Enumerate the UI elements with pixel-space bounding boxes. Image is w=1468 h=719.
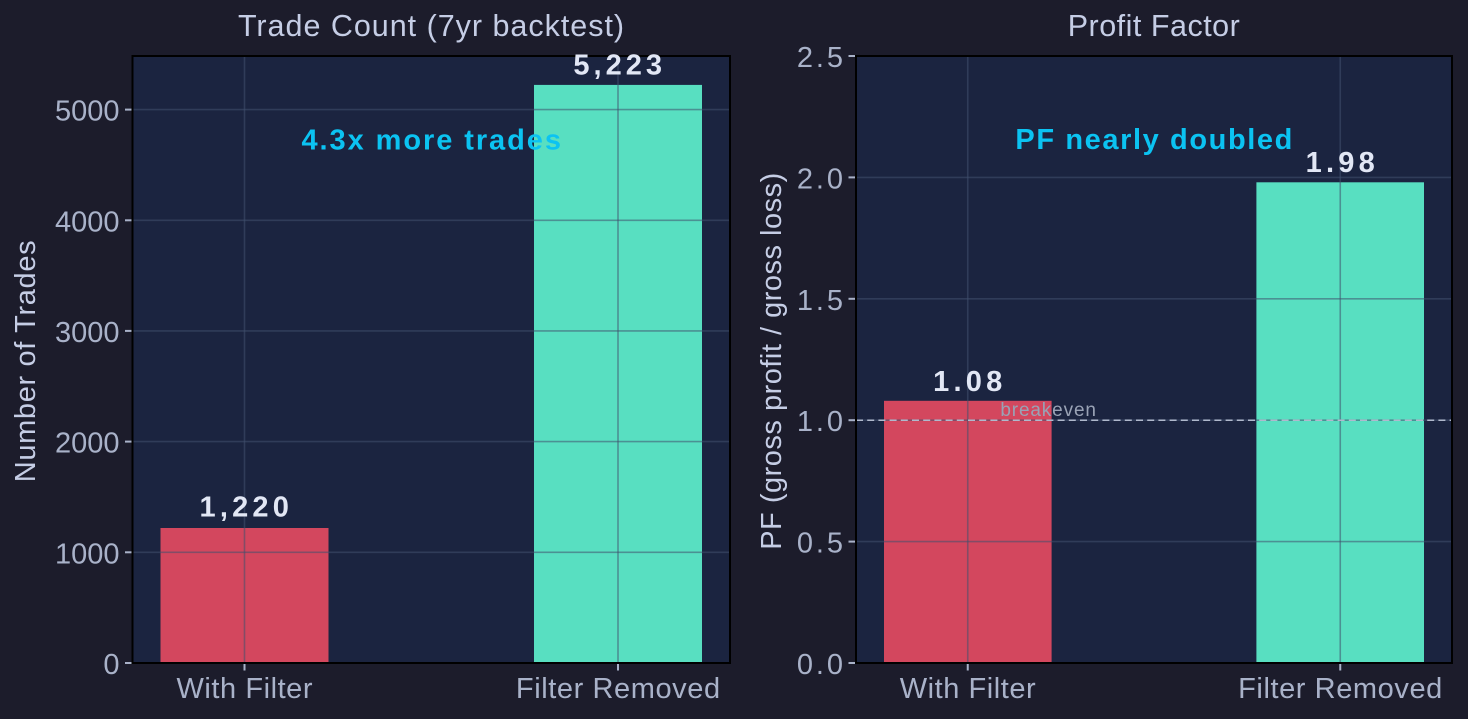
svg-text:PF nearly doubled: PF nearly doubled <box>1015 124 1294 156</box>
svg-text:0: 0 <box>103 649 119 681</box>
svg-text:5,223: 5,223 <box>573 50 666 82</box>
svg-text:1,220: 1,220 <box>200 492 294 524</box>
svg-text:4.3x more trades: 4.3x more trades <box>301 125 562 157</box>
svg-text:1000: 1000 <box>55 538 120 570</box>
svg-text:With Filter: With Filter <box>177 673 314 705</box>
svg-text:Number of Trades: Number of Trades <box>10 240 42 483</box>
svg-text:Filter Removed: Filter Removed <box>1238 673 1443 705</box>
svg-text:With Filter: With Filter <box>900 673 1037 705</box>
svg-text:Profit Factor: Profit Factor <box>1068 9 1241 43</box>
svg-text:breakeven: breakeven <box>1000 400 1096 421</box>
svg-text:5000: 5000 <box>55 96 120 128</box>
svg-text:0.0: 0.0 <box>797 649 846 681</box>
svg-text:1.08: 1.08 <box>933 366 1006 398</box>
svg-text:1.0: 1.0 <box>797 406 846 438</box>
svg-text:2.0: 2.0 <box>797 163 846 195</box>
svg-text:4000: 4000 <box>55 206 120 238</box>
svg-text:Trade Count (7yr backtest): Trade Count (7yr backtest) <box>238 9 625 43</box>
svg-text:2.5: 2.5 <box>797 42 846 74</box>
svg-text:PF (gross profit / gross loss): PF (gross profit / gross loss) <box>756 172 788 550</box>
svg-text:1.98: 1.98 <box>1306 147 1379 179</box>
svg-text:3000: 3000 <box>55 317 120 349</box>
svg-text:0.5: 0.5 <box>797 528 846 560</box>
svg-text:2000: 2000 <box>55 428 120 460</box>
svg-text:Filter Removed: Filter Removed <box>516 673 721 705</box>
svg-text:1.5: 1.5 <box>797 285 846 317</box>
